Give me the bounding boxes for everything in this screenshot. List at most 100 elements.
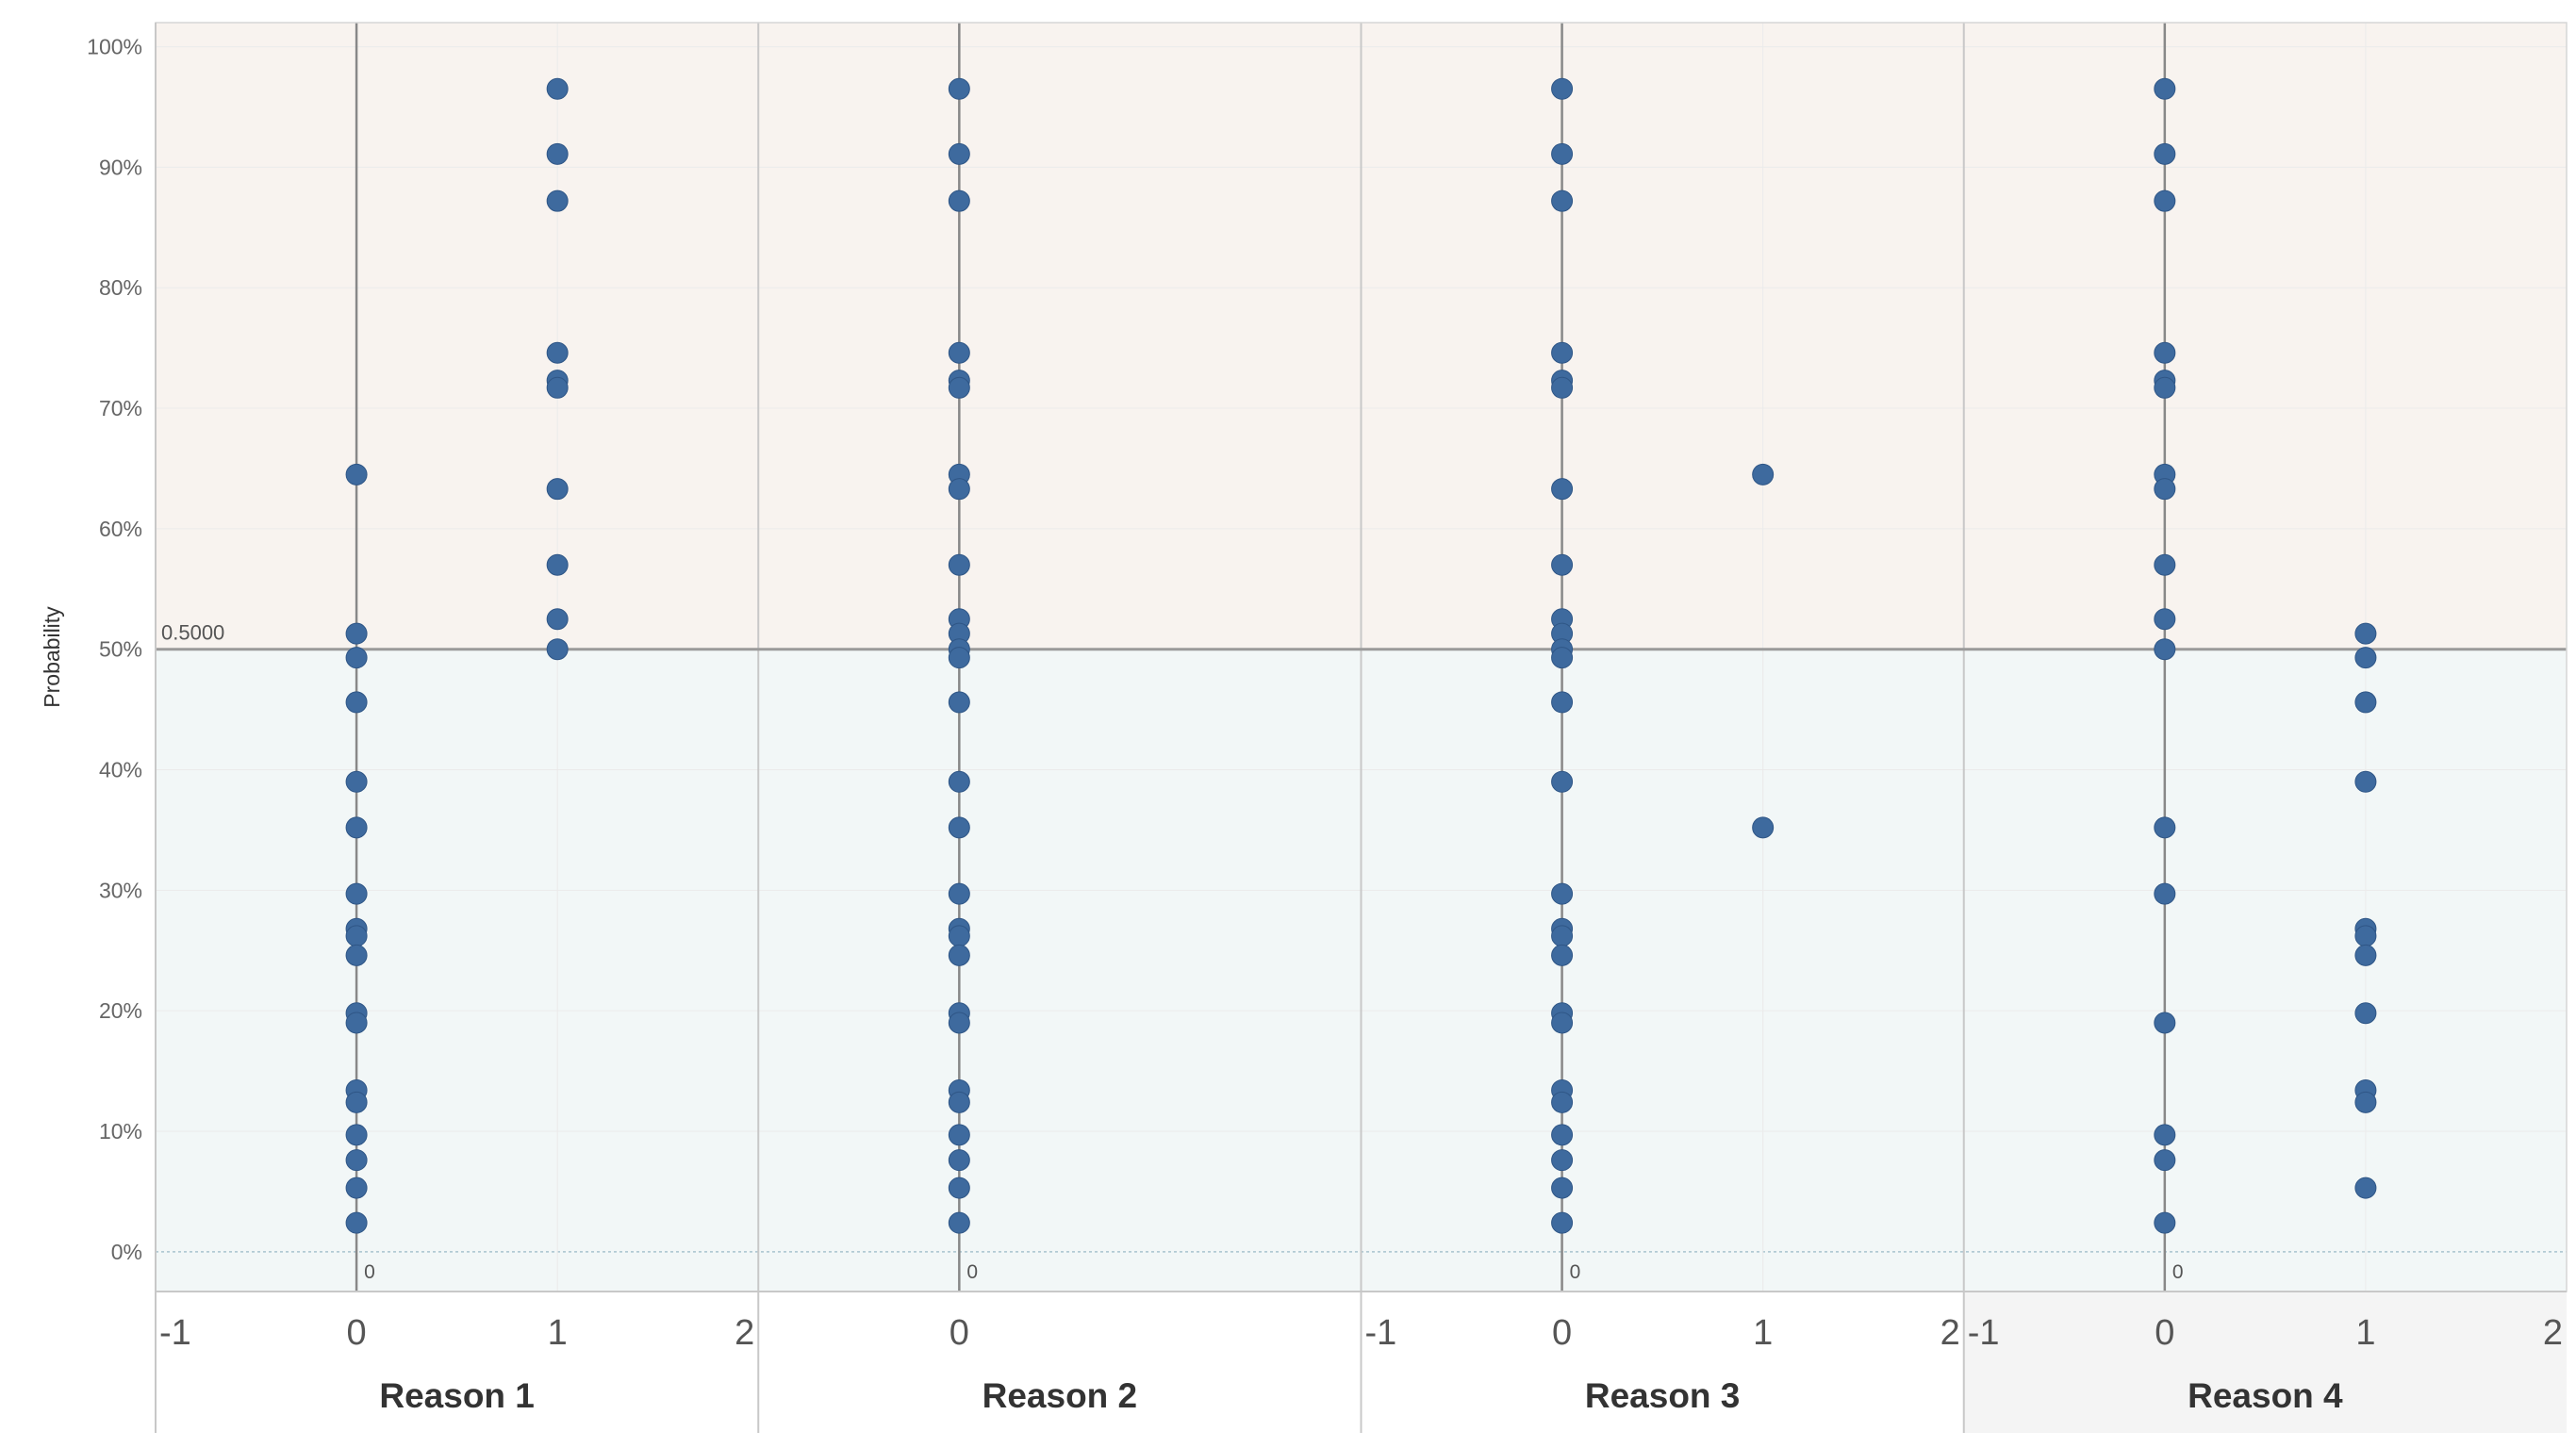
data-point	[948, 1176, 970, 1199]
zero-axis-label: 0	[966, 1261, 978, 1283]
data-point	[948, 944, 970, 966]
data-point	[948, 77, 970, 100]
data-point	[2154, 1012, 2176, 1034]
data-point	[1551, 1091, 1574, 1113]
data-point	[345, 925, 368, 947]
data-point	[345, 622, 368, 645]
y-tick-label: 40%	[99, 758, 142, 782]
facet-label: Reason 2	[983, 1376, 1138, 1415]
data-point	[345, 647, 368, 669]
data-point	[1551, 341, 1574, 364]
data-point	[948, 882, 970, 905]
data-point	[948, 478, 970, 501]
data-point	[2154, 376, 2176, 399]
data-point	[345, 1091, 368, 1113]
data-point	[2354, 944, 2377, 966]
data-point	[345, 1211, 368, 1234]
data-point	[546, 478, 569, 501]
data-point	[2354, 925, 2377, 947]
facet-label: Reason 1	[379, 1376, 535, 1415]
data-point	[546, 376, 569, 399]
y-tick-label: 0%	[111, 1240, 142, 1264]
data-point	[1551, 553, 1574, 576]
data-point	[345, 944, 368, 966]
data-point	[948, 189, 970, 212]
data-point	[948, 770, 970, 793]
y-axis-title: Probability	[40, 606, 64, 708]
reference-line-label: 0.5000	[161, 621, 224, 645]
data-point	[1551, 1012, 1574, 1034]
data-point	[2154, 478, 2176, 501]
data-point	[948, 691, 970, 714]
y-tick-label: 90%	[99, 155, 142, 179]
data-point	[345, 816, 368, 839]
data-point	[546, 341, 569, 364]
data-point	[1551, 1124, 1574, 1146]
data-point	[2154, 553, 2176, 576]
data-point	[2354, 1002, 2377, 1025]
data-point	[1752, 463, 1775, 485]
facet-header-highlight	[1963, 1292, 2567, 1433]
data-point	[948, 647, 970, 669]
data-point	[948, 376, 970, 399]
data-point	[2154, 341, 2176, 364]
data-point	[1551, 925, 1574, 947]
x-tick-label: 2	[1940, 1313, 1960, 1353]
data-point	[1551, 691, 1574, 714]
data-point	[2354, 1091, 2377, 1113]
data-point	[2154, 608, 2176, 631]
data-point	[948, 1211, 970, 1234]
x-tick-label: 2	[735, 1313, 754, 1353]
facet-label: Reason 4	[2188, 1376, 2343, 1415]
data-point	[1551, 944, 1574, 966]
data-point	[948, 925, 970, 947]
data-point	[948, 553, 970, 576]
data-point	[2354, 647, 2377, 669]
data-point	[345, 1176, 368, 1199]
data-point	[948, 1012, 970, 1034]
x-tick-label: 1	[548, 1313, 568, 1353]
x-tick-label: 0	[1552, 1313, 1572, 1353]
x-tick-label: 0	[2155, 1313, 2174, 1353]
data-point	[948, 142, 970, 165]
data-point	[1551, 770, 1574, 793]
data-point	[546, 189, 569, 212]
data-point	[345, 882, 368, 905]
x-tick-label: 0	[347, 1313, 367, 1353]
facet-label: Reason 3	[1585, 1376, 1741, 1415]
data-point	[546, 77, 569, 100]
x-tick-label: -1	[159, 1313, 191, 1353]
data-point	[546, 142, 569, 165]
data-point	[2154, 77, 2176, 100]
y-tick-label: 70%	[99, 396, 142, 420]
data-point	[2354, 770, 2377, 793]
data-point	[345, 1012, 368, 1034]
data-point	[2354, 691, 2377, 714]
data-point	[2154, 816, 2176, 839]
x-tick-label: -1	[1365, 1313, 1397, 1353]
data-point	[1551, 647, 1574, 669]
data-point	[2154, 1149, 2176, 1172]
data-point	[2154, 1124, 2176, 1146]
data-point	[345, 1124, 368, 1146]
data-point	[2354, 1176, 2377, 1199]
y-tick-label: 50%	[99, 637, 142, 662]
data-point	[2154, 1211, 2176, 1234]
data-point	[546, 608, 569, 631]
data-point	[345, 691, 368, 714]
data-point	[546, 638, 569, 661]
data-point	[1752, 816, 1775, 839]
zero-axis-label: 0	[2172, 1261, 2184, 1283]
zero-axis-label: 0	[1570, 1261, 1581, 1283]
y-tick-label: 20%	[99, 998, 142, 1023]
y-tick-label: 60%	[99, 517, 142, 541]
data-point	[2154, 638, 2176, 661]
data-point	[948, 1149, 970, 1172]
data-point	[948, 1091, 970, 1113]
data-point	[345, 1149, 368, 1172]
data-point	[2154, 142, 2176, 165]
data-point	[1551, 376, 1574, 399]
y-tick-label: 10%	[99, 1119, 142, 1144]
x-tick-label: 1	[2355, 1313, 2375, 1353]
